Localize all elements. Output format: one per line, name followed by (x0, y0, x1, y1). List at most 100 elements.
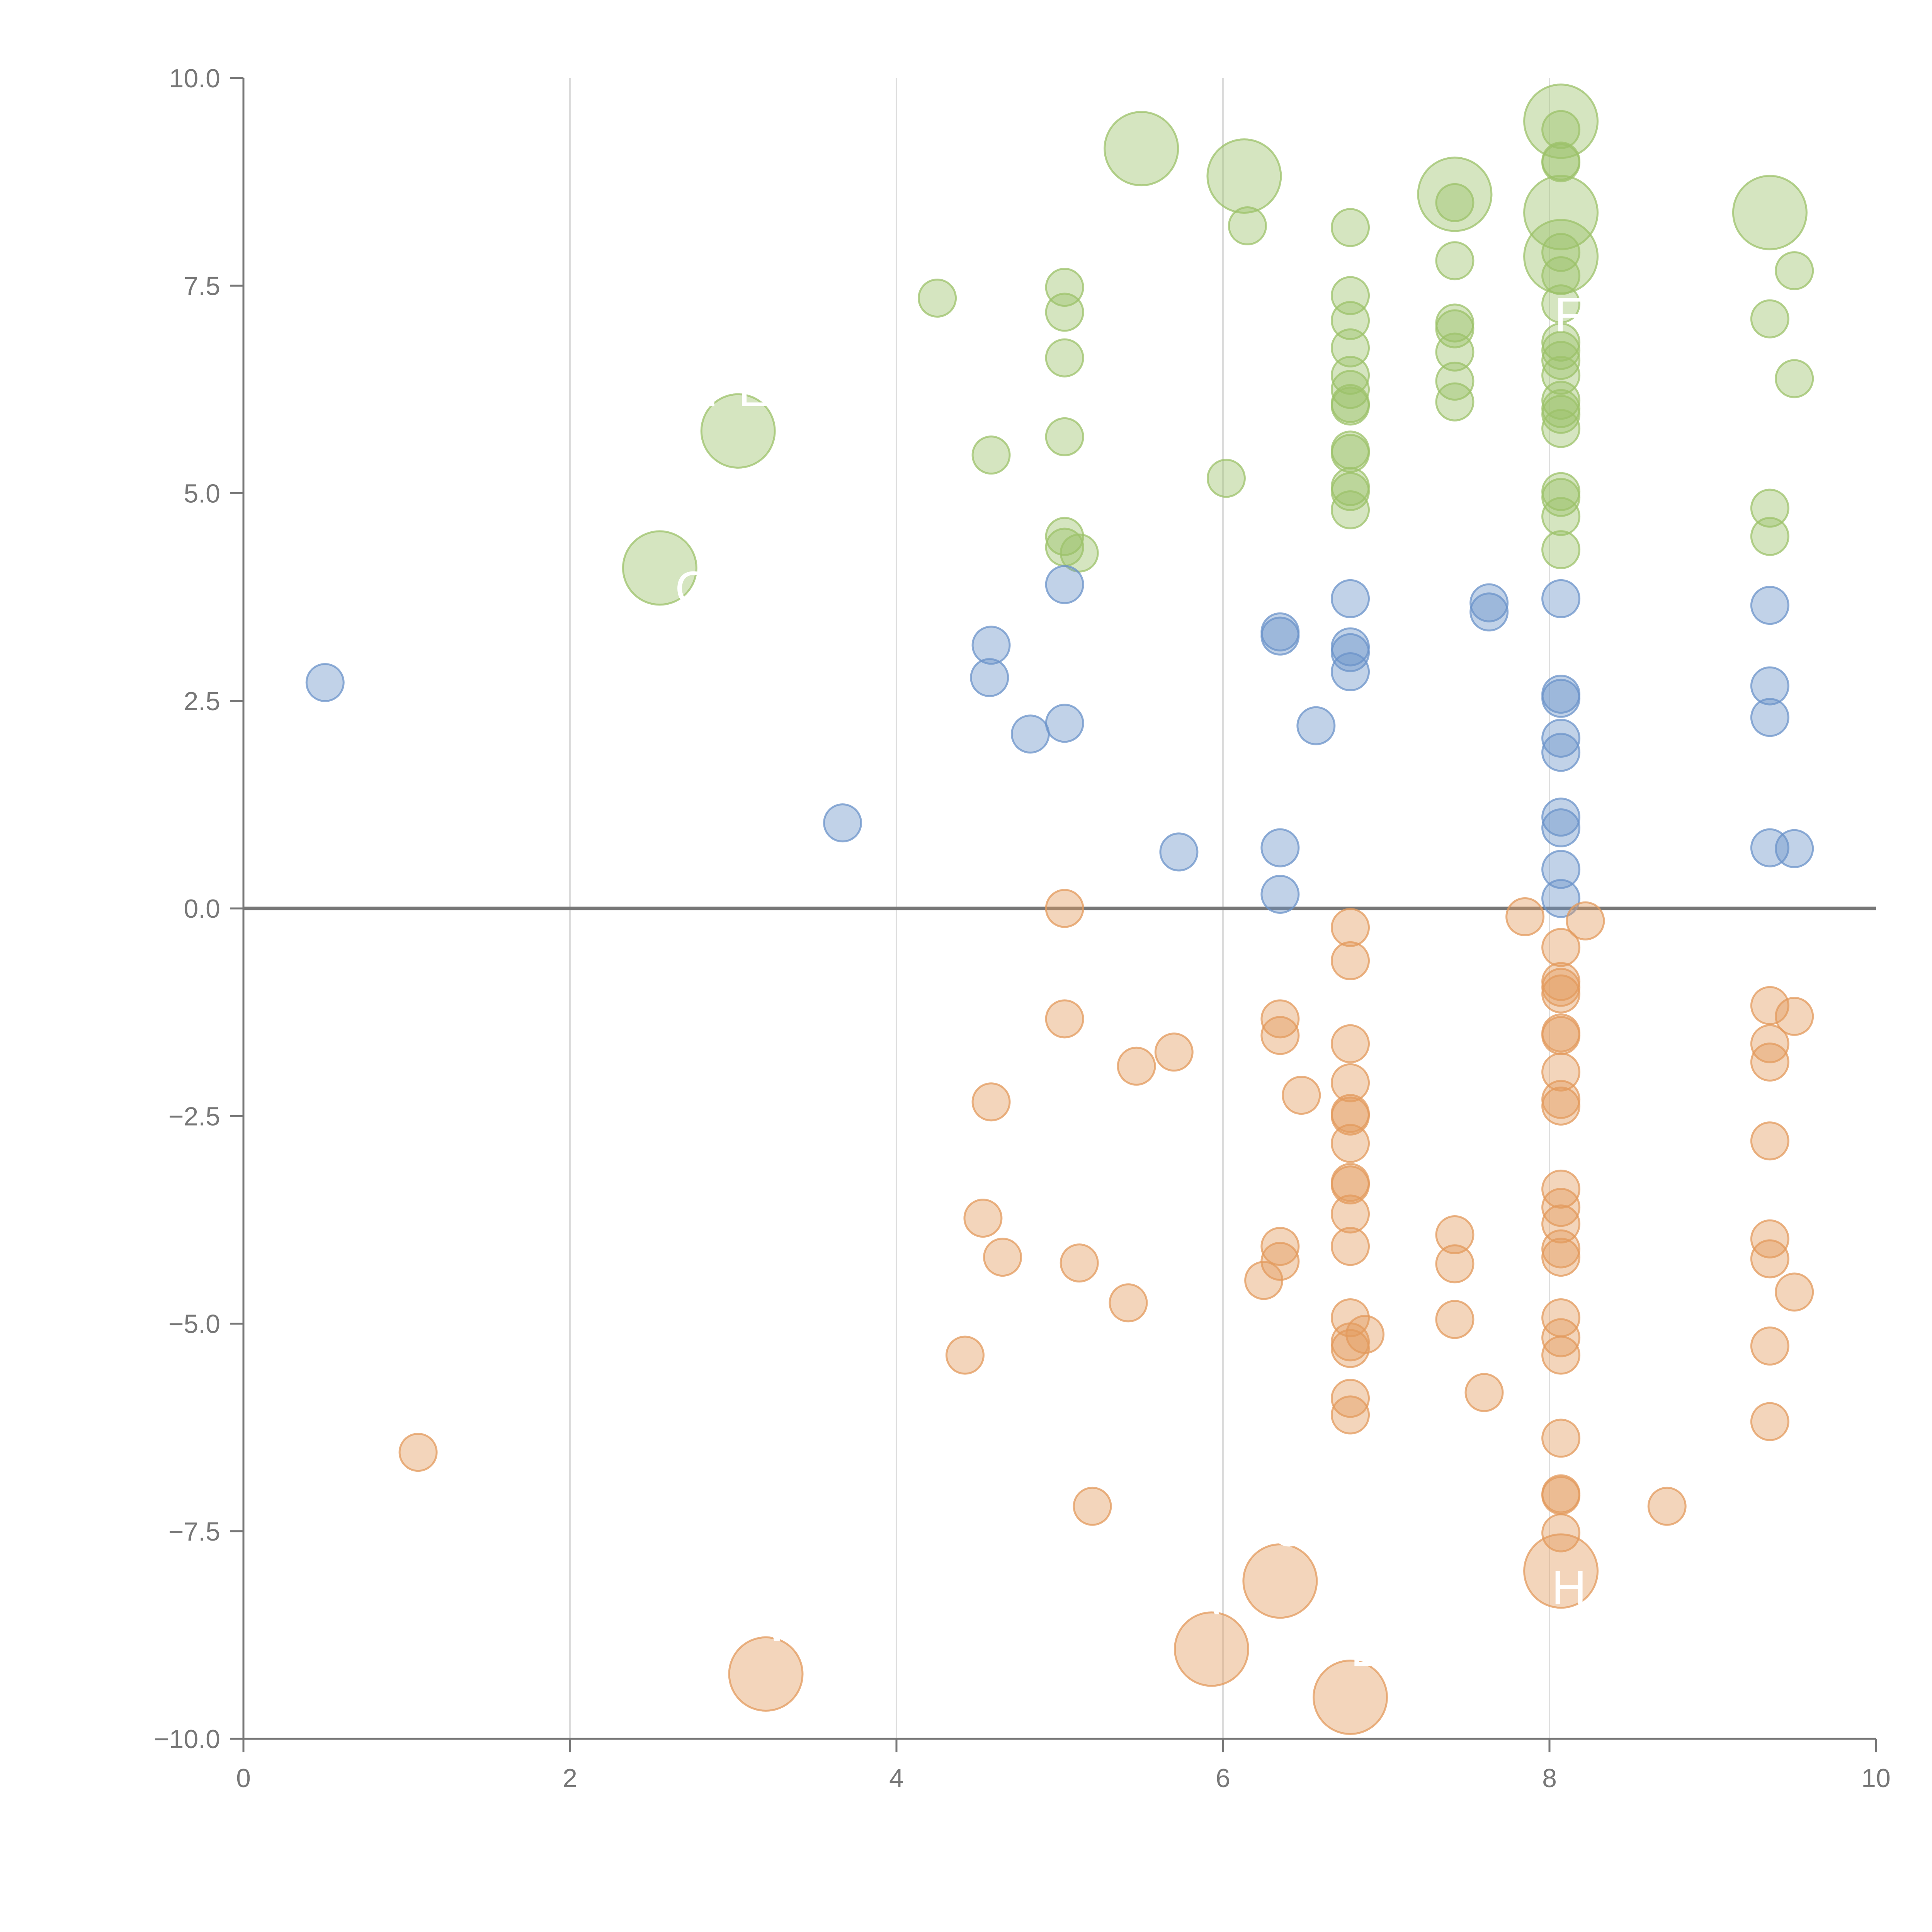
data-point-green (1435, 332, 1475, 372)
data-point-green (1541, 110, 1581, 149)
x-tick-label: 2 (563, 1764, 577, 1793)
data-point-blue (970, 658, 1009, 697)
data-point-blue (971, 626, 1011, 665)
data-point-green (1435, 382, 1475, 422)
data-point-blue (1159, 832, 1199, 872)
data-point-green (1775, 359, 1814, 398)
data-point-orange (1541, 1016, 1581, 1055)
data-point-orange (1331, 1096, 1370, 1136)
data-point-blue (1469, 583, 1509, 622)
data-point-green (1541, 530, 1581, 570)
y-tick-label: −2.5 (168, 1102, 220, 1131)
data-point-green (1331, 370, 1370, 409)
data-point-orange (1647, 1486, 1687, 1526)
data-point-large-orange (1523, 1533, 1599, 1609)
data-point-blue (823, 803, 862, 843)
data-point-green (1045, 517, 1084, 556)
data-point-blue (1541, 679, 1581, 718)
data-point-orange (1331, 1165, 1370, 1205)
data-point-green (1750, 488, 1789, 528)
data-point-orange (1541, 1086, 1581, 1126)
data-point-orange (1435, 1244, 1475, 1284)
data-point-orange (1750, 1239, 1789, 1279)
data-point-blue (1775, 829, 1814, 868)
data-point-green (1331, 328, 1370, 367)
data-point-green (1331, 208, 1370, 247)
x-tick-label: 10 (1861, 1764, 1891, 1793)
data-point-blue (1045, 704, 1084, 743)
data-point-green (1775, 251, 1814, 291)
y-tick-label: 0.0 (184, 894, 220, 923)
data-point-orange (1331, 1329, 1370, 1368)
data-point-orange (1750, 1043, 1789, 1082)
data-point-blue (1541, 579, 1581, 618)
data-point-green (1435, 309, 1475, 349)
data-point-blue (1750, 586, 1789, 625)
data-point-blue (1541, 879, 1581, 918)
data-point-orange (398, 1433, 438, 1472)
data-point-large-green (700, 393, 776, 469)
data-point-orange (1541, 1418, 1581, 1458)
data-point-green (1541, 409, 1581, 448)
data-point-green (1750, 299, 1789, 338)
data-point-green (1541, 284, 1581, 324)
x-tick-label: 0 (236, 1764, 251, 1793)
data-point-blue (1541, 733, 1581, 772)
data-point-blue (1541, 808, 1581, 848)
data-point-orange (1505, 897, 1545, 936)
callout-label: A (1187, 1571, 1220, 1625)
data-point-green (1541, 233, 1581, 272)
callout-label: E (1350, 1622, 1383, 1676)
data-point-large-orange (1313, 1660, 1388, 1735)
data-point-blue (305, 663, 345, 702)
data-point-orange (1435, 1300, 1475, 1339)
data-point-orange (1541, 928, 1581, 967)
data-point-orange (1775, 1272, 1814, 1312)
data-point-orange (1750, 1219, 1789, 1259)
data-point-green (1435, 241, 1475, 281)
data-point-orange (1775, 997, 1814, 1036)
data-point-large-green (1523, 219, 1599, 294)
data-point-orange (1060, 1243, 1099, 1283)
data-point-orange (1541, 1229, 1581, 1269)
data-point-green (918, 278, 957, 318)
data-point-green (1045, 417, 1084, 456)
data-point-orange (1331, 1024, 1370, 1063)
data-point-green (1435, 183, 1475, 222)
data-point-large-green (1732, 175, 1808, 250)
data-point-orange (1541, 1052, 1581, 1092)
data-point-orange (1541, 1513, 1581, 1553)
data-point-orange (1073, 1486, 1112, 1526)
data-point-large-orange (728, 1636, 804, 1712)
data-point-orange (971, 1082, 1011, 1122)
series-orange (398, 889, 1814, 1735)
data-point-blue (1469, 592, 1509, 632)
data-point-orange (945, 1335, 985, 1375)
data-point-orange (1541, 974, 1581, 1014)
callout-label: C (675, 562, 710, 616)
data-point-orange (1045, 999, 1084, 1039)
data-point-green (971, 435, 1011, 475)
data-point-large-green (1523, 83, 1599, 159)
data-point-orange (1260, 1016, 1300, 1055)
data-point-orange (1750, 1402, 1789, 1441)
data-point-orange (1331, 1298, 1370, 1337)
data-point-orange (1464, 1373, 1504, 1412)
data-point-orange (983, 1238, 1022, 1277)
data-point-orange (1541, 1476, 1581, 1515)
data-point-green (1541, 395, 1581, 434)
data-point-orange (1750, 1327, 1789, 1366)
data-point-large-green (1104, 111, 1179, 187)
data-point-orange (1331, 1379, 1370, 1418)
data-point-orange (1331, 1124, 1370, 1163)
data-point-orange (963, 1199, 1003, 1238)
data-point-green (1331, 301, 1370, 340)
data-point-orange (1260, 999, 1300, 1039)
data-point-blue (1750, 698, 1789, 737)
y-tick-label: 10.0 (169, 64, 220, 93)
data-point-blue (1541, 798, 1581, 837)
data-point-large-green (1417, 156, 1493, 232)
data-point-orange (1331, 1194, 1370, 1234)
data-point-green (1228, 206, 1267, 246)
